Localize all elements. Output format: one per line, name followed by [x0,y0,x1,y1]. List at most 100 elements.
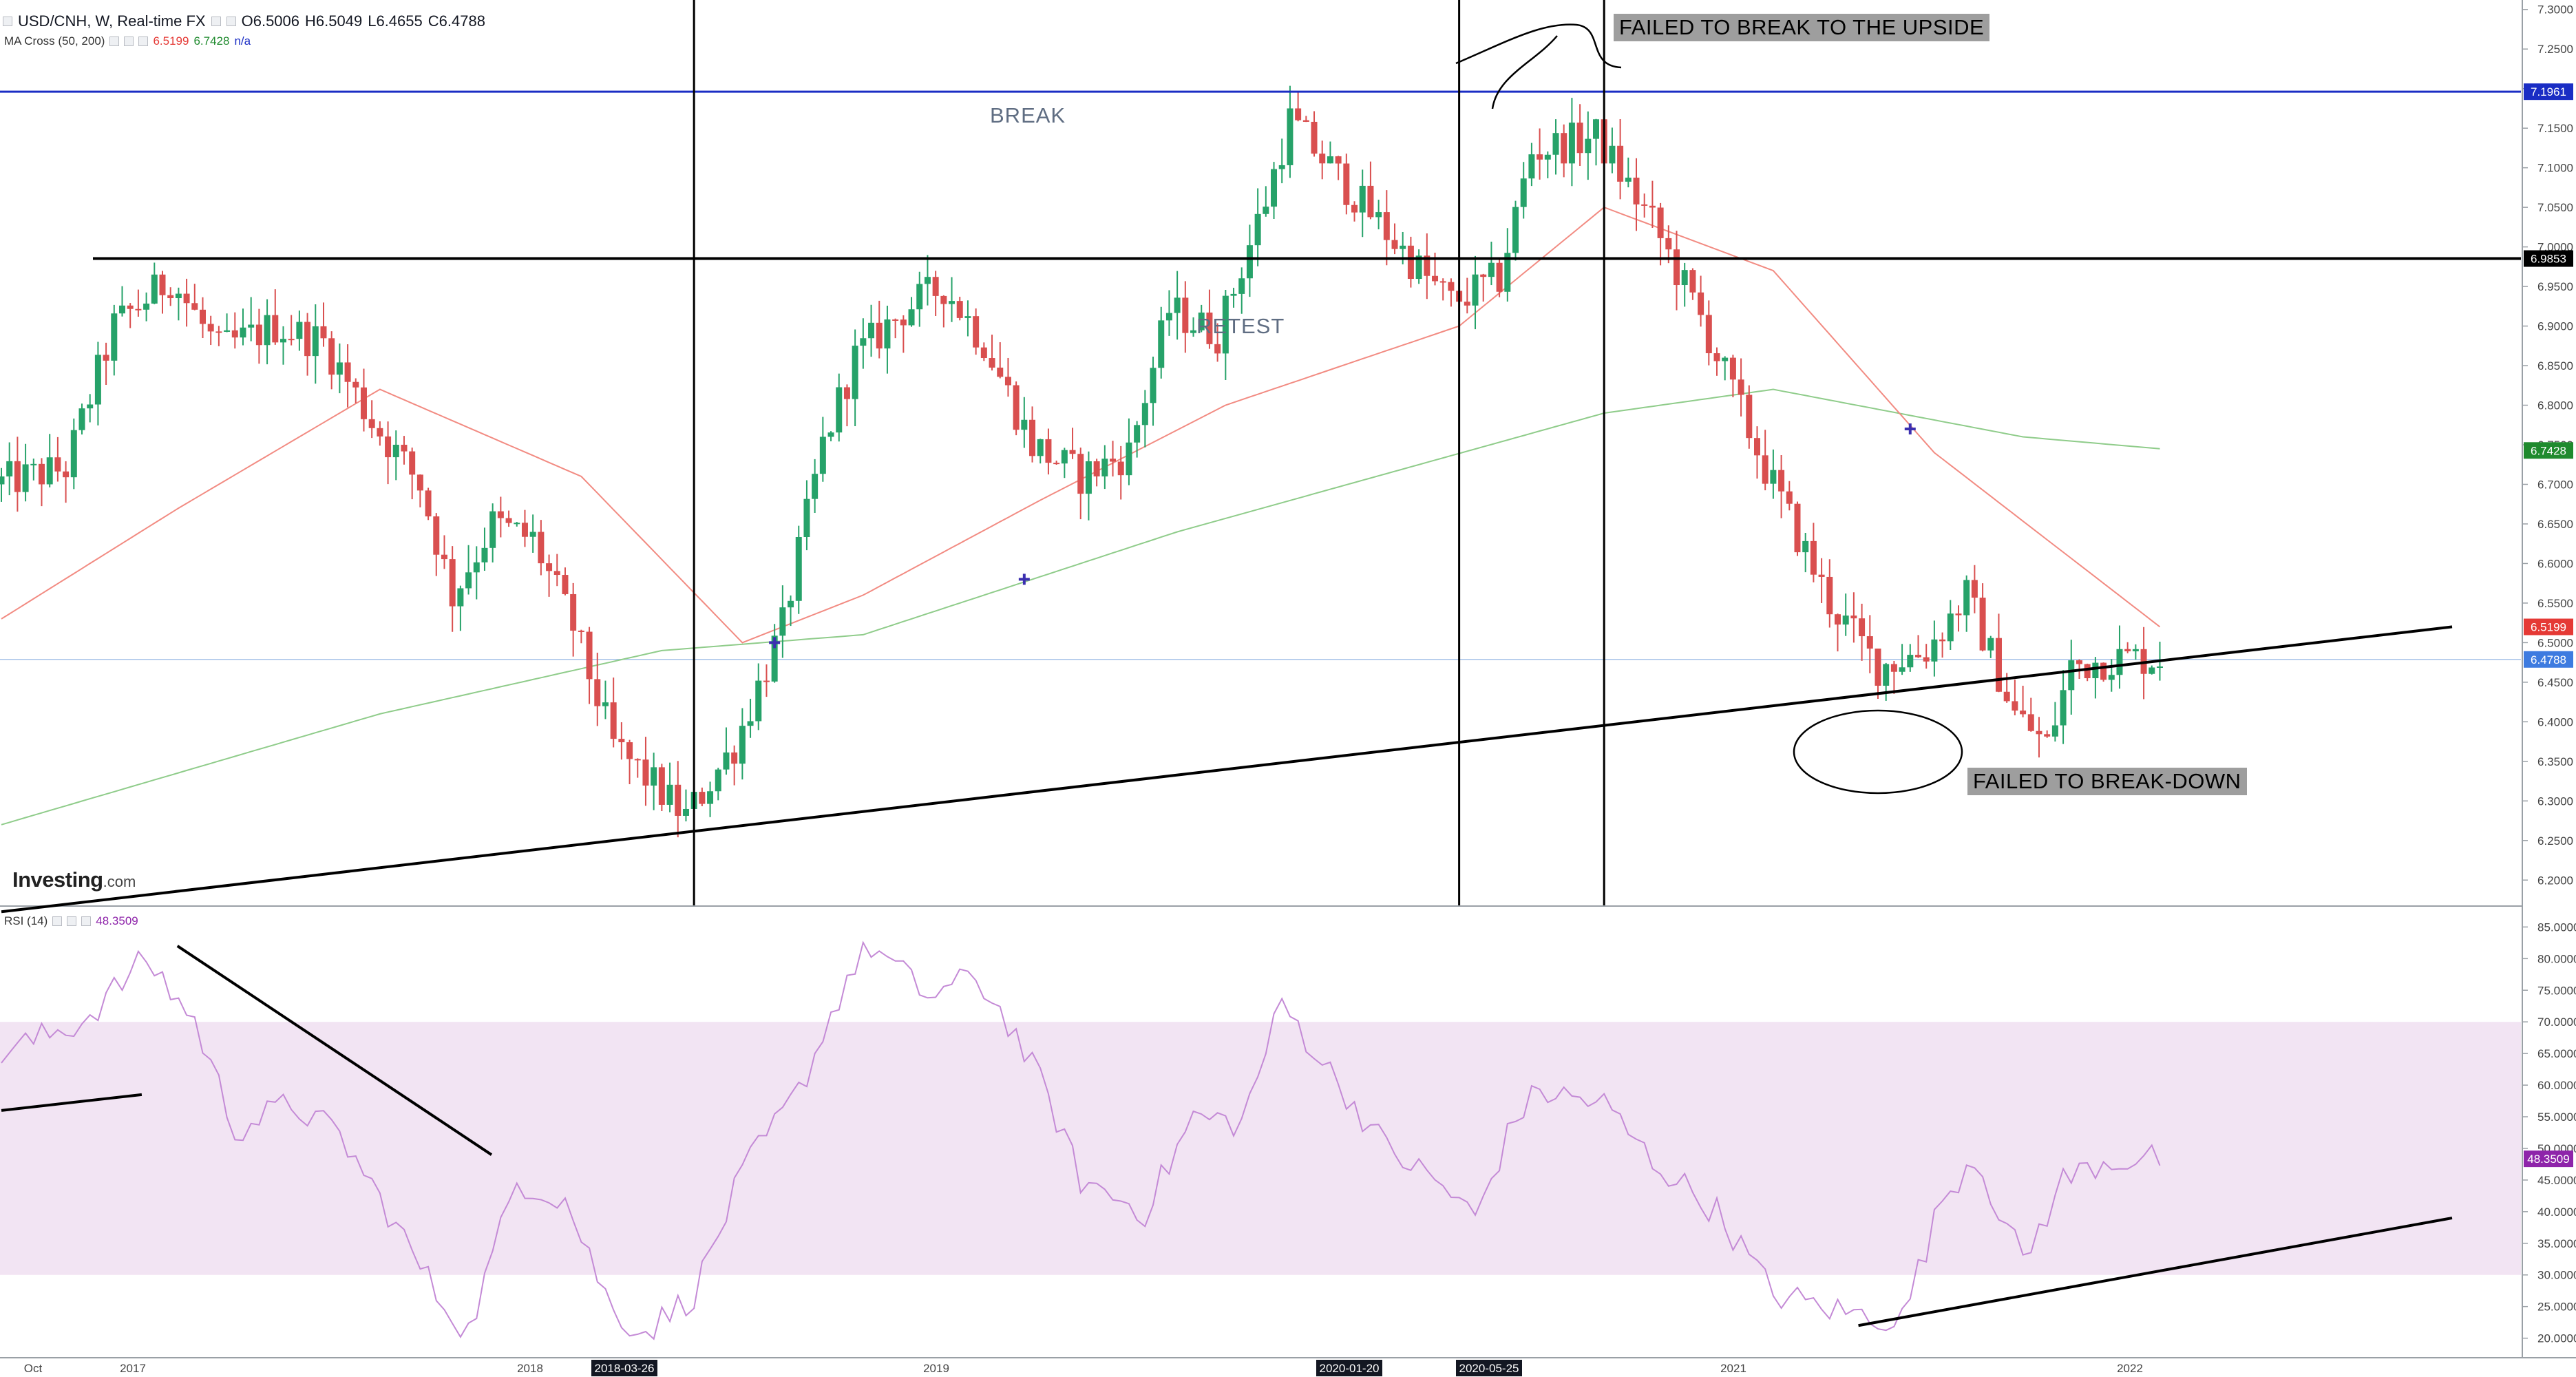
close-icon[interactable] [138,36,149,46]
candle-body [2068,660,2075,691]
candle-body [416,474,423,491]
candle-body [1069,450,1076,454]
candle-body [634,759,641,761]
candle-body [1552,133,1559,155]
rsi-trendline[interactable] [1,1093,142,1112]
price-tick-label: 6.2500 [2537,834,2573,848]
candle-body [1890,664,1897,672]
candle-body [175,293,182,299]
candle-body [707,791,714,804]
candle-body [1424,255,1430,276]
freehand-stroke[interactable] [1491,35,1558,109]
price-label-box [2524,651,2573,668]
freehand-arrow[interactable] [1455,23,1622,69]
candle-body [989,358,995,368]
settings-icon[interactable] [211,17,221,26]
candle-body [272,315,279,343]
candle-body [1665,238,1672,250]
ma-indicator-label: MA Cross (50, 200) [4,34,105,48]
candle-body [1439,281,1446,283]
candle-body [1818,574,1825,577]
candle-body [916,284,923,310]
close-icon[interactable] [81,916,92,926]
candle-body [1689,270,1696,293]
candle-body [1343,163,1350,205]
close-icon[interactable] [226,17,236,26]
eye-icon[interactable] [52,916,63,926]
candle-body [1287,108,1294,165]
candle-body [900,319,907,326]
candle-body [312,326,319,357]
candle-body [932,277,939,296]
candle-body [1963,580,1970,616]
candle-body [1004,377,1011,386]
rsi-tick-label: 60.0000 [2537,1079,2576,1092]
candle-body [1061,450,1068,464]
candle-body [795,536,802,601]
eye-icon[interactable] [109,36,120,46]
candle-body [1939,639,1946,642]
candle-body [2132,649,2139,651]
rsi-tick-label: 55.0000 [2537,1111,2576,1124]
candle-body [1657,207,1664,238]
settings-icon[interactable] [124,36,134,46]
candle-body [1302,120,1309,122]
rsi-tick-label: 25.0000 [2537,1301,2576,1314]
price-tick-label: 6.7000 [2537,478,2573,491]
collapse-icon[interactable] [3,17,12,26]
candle-body [1415,255,1422,280]
candle-body [2060,690,2067,726]
candle-body [489,511,496,548]
time-tick-label: 2021 [1720,1362,1746,1375]
candle-body [779,607,786,636]
candle-body [1448,282,1455,291]
candle-body [699,792,706,804]
price-trendline[interactable] [1,625,2453,914]
candle-body [812,474,819,499]
candle-body [360,387,367,419]
rsi-trendline[interactable] [1858,1217,2453,1327]
candle-body [457,588,464,607]
candle-body [529,532,536,537]
candle-body [1713,353,1720,361]
rsi-tick-label: 40.0000 [2537,1206,2576,1219]
candle-body [1585,138,1592,154]
candle-body [1537,154,1543,160]
settings-icon[interactable] [67,916,77,926]
candle-body [666,784,673,805]
candle-body [1722,357,1729,361]
candle-body [610,702,617,739]
candle-body [344,362,351,382]
price-label-box [2524,442,2573,459]
price-tick-label: 6.3500 [2537,755,2573,768]
candle-body [715,769,721,792]
candle-body [852,346,858,399]
candle-body [1045,439,1052,463]
price-tick-label: 6.9000 [2537,320,2573,333]
candle-body [1947,613,1954,642]
rsi-line [1,940,2161,1341]
candle-body [1319,154,1326,164]
price-tick-label: 7.3000 [2537,3,2573,17]
candle-body [1117,461,1124,476]
candle-body [1576,123,1583,154]
candle-body [255,324,262,346]
rsi-tick-label: 65.0000 [2537,1047,2576,1060]
candle-body [1995,638,2002,692]
candle-body [1826,576,1833,615]
candle-body [167,295,174,299]
candle-body [521,523,528,537]
candle-body [1834,614,1841,625]
rsi-trendline[interactable] [176,945,493,1156]
price-axis-background [2522,0,2576,1377]
open-value: O6.5006 [241,12,300,30]
candle-body [1263,207,1269,214]
candle-body [1609,145,1616,164]
candle-body [1391,240,1398,249]
candle-body [449,559,456,607]
breakdown-ellipse[interactable] [1793,709,1963,795]
candle-body [0,476,5,485]
candle-body [6,461,13,477]
candle-body [2124,649,2131,651]
